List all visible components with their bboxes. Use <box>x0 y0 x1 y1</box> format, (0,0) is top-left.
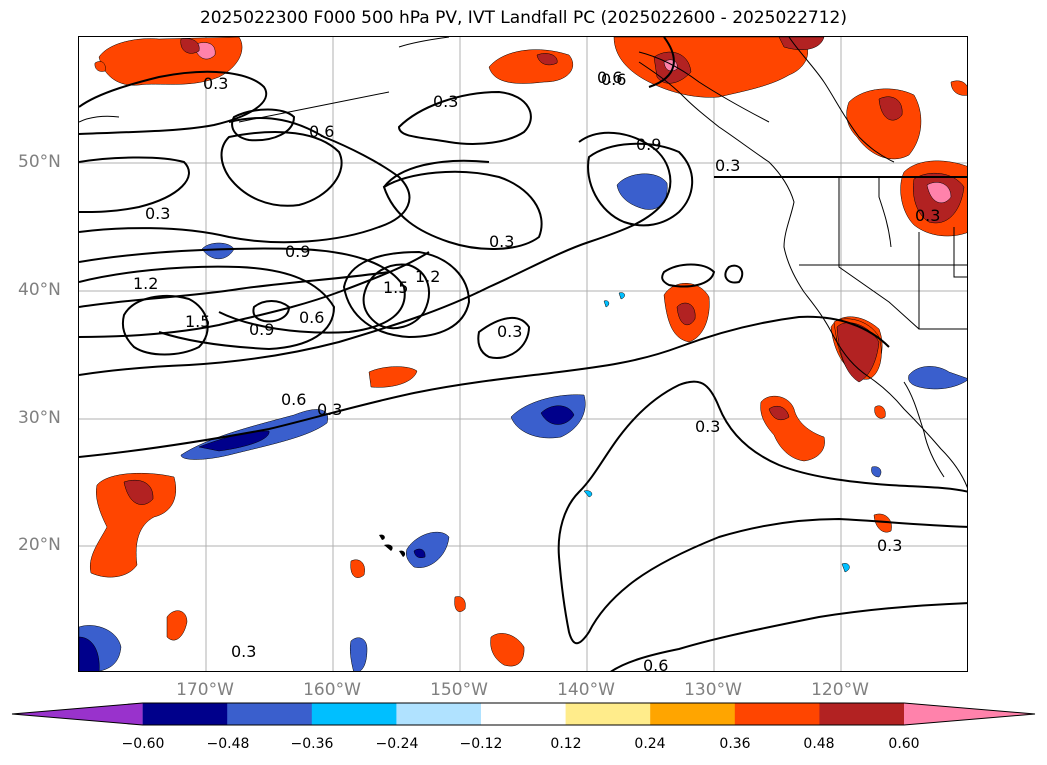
contour-label: 0.6 <box>597 68 622 87</box>
contour-label: 0.6 <box>309 122 334 141</box>
contour-label: 0.3 <box>915 206 940 225</box>
contour-label: 0.3 <box>715 156 740 175</box>
contour-label: 0.6 <box>601 70 626 89</box>
lat-label-30n: 30°N <box>18 408 61 428</box>
colorbar-tick: −0.48 <box>206 736 250 752</box>
contour-label: 0.9 <box>285 242 310 261</box>
colorbar-extend-min <box>12 703 143 725</box>
contour-label: 0.3 <box>433 92 458 111</box>
contour-label: 0.3 <box>145 204 170 223</box>
colorbar-tick: 0.48 <box>803 736 835 752</box>
lon-label-160w: 160°W <box>303 680 361 700</box>
colorbar-segment <box>734 703 820 725</box>
pv-contours <box>79 37 967 671</box>
contour-label: 0.3 <box>231 642 256 661</box>
colorbar-extend-max <box>904 703 1035 725</box>
lon-label-140w: 140°W <box>557 680 615 700</box>
colorbar-segment <box>819 703 905 725</box>
contour-label: 0.3 <box>203 74 228 93</box>
islands <box>379 534 406 557</box>
lat-label-20n: 20°N <box>18 535 61 555</box>
contour-label: 1.2 <box>133 274 158 293</box>
colorbar-segment <box>481 703 567 725</box>
contour-label: 0.3 <box>877 536 902 555</box>
colorbar-tick: 0.36 <box>719 736 751 752</box>
lon-label-130w: 130°W <box>684 680 742 700</box>
map-canvas: 0.3 0.3 0.6 0.3 0.9 0.6 0.3 0.3 0.9 1.2 … <box>79 37 967 672</box>
colorbar-tick: −0.36 <box>290 736 334 752</box>
contour-label: 0.6 <box>299 308 324 327</box>
contour-label: 0.6 <box>281 390 306 409</box>
contour-label: 0.3 <box>489 232 514 251</box>
colorbar-segments <box>11 702 1036 726</box>
colorbar-tick: −0.24 <box>375 736 419 752</box>
lat-label-40n: 40°N <box>18 280 61 300</box>
colorbar-segment <box>311 703 397 725</box>
coastlines <box>79 37 967 489</box>
map-title: 2025022300 F000 500 hPa PV, IVT Landfall… <box>199 8 847 28</box>
colorbar-segment <box>227 703 313 725</box>
colorbar-tick: 0.12 <box>550 736 582 752</box>
contour-label: 0.3 <box>497 322 522 341</box>
contour-label: 0.3 <box>695 417 720 436</box>
contour-label: 1.5 <box>383 278 408 297</box>
contour-label: 0.9 <box>636 135 661 154</box>
colorbar-segment <box>650 703 736 725</box>
contour-labels: 0.3 0.3 0.6 0.3 0.9 0.6 0.3 0.3 0.9 1.2 … <box>133 68 940 672</box>
lon-label-170w: 170°W <box>176 680 234 700</box>
contour-label: 0.9 <box>249 320 274 339</box>
colorbar-tick: −0.12 <box>459 736 503 752</box>
colorbar-tick: 0.24 <box>634 736 666 752</box>
colorbar-outline <box>11 702 1036 726</box>
contour-label: 0.3 <box>317 400 342 419</box>
lat-label-50n: 50°N <box>18 152 61 172</box>
colorbar-tick: 0.60 <box>888 736 920 752</box>
contour-label: 0.6 <box>643 656 668 672</box>
lon-label-120w: 120°W <box>811 680 869 700</box>
colorbar-segment <box>142 703 228 725</box>
map-area[interactable]: 0.3 0.3 0.6 0.3 0.9 0.6 0.3 0.3 0.9 1.2 … <box>78 36 968 672</box>
lon-label-150w: 150°W <box>430 680 488 700</box>
colorbar-tick: −0.60 <box>121 736 165 752</box>
filled-anomalies <box>79 37 967 671</box>
contour-label: 1.2 <box>415 267 440 286</box>
colorbar-segment <box>396 703 482 725</box>
colorbar-segment <box>565 703 651 725</box>
contour-label: 1.5 <box>185 312 210 331</box>
